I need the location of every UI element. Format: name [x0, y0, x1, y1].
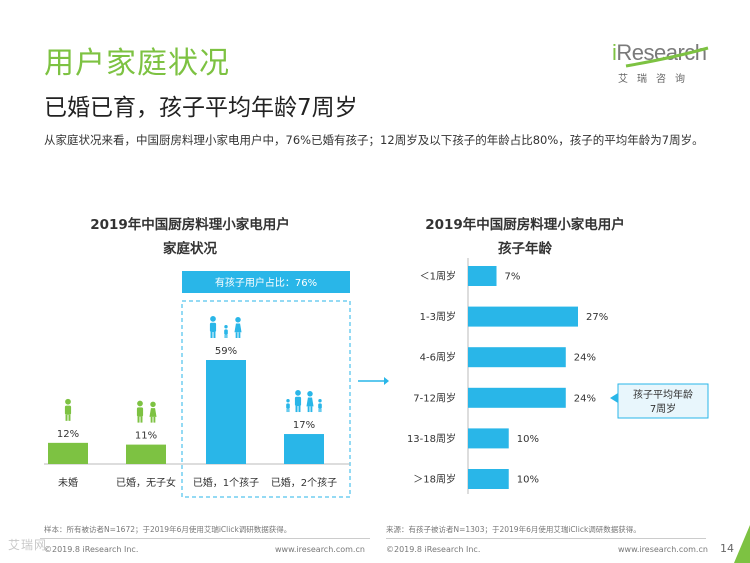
footer-url-left[interactable]: www.iresearch.com.cn [275, 545, 365, 554]
family-one-child-icon [209, 316, 242, 338]
right-arrow-icon [358, 377, 389, 385]
age-bar-1 [468, 266, 497, 286]
bar-4 [284, 434, 324, 464]
iresearch-logo: iResearch 艾瑞咨询 [612, 40, 712, 86]
category-label-2: 已婚，无子女 [116, 476, 176, 489]
footer-copyright-left: ©2019.8 iResearch Inc. [44, 545, 139, 554]
bar-value-label-1: 12% [57, 429, 79, 440]
age-category-label-3: 4-6周岁 [420, 351, 456, 364]
average-age-callout-box [617, 383, 709, 419]
family-two-children-icon [286, 390, 322, 413]
left-chart-title: 2019年中国厨房料理小家电用户 [90, 217, 290, 233]
left-chart-subtitle: 家庭状况 [163, 241, 217, 257]
logo-swoosh-icon [625, 46, 709, 68]
category-label-3: 已婚，1个孩子 [193, 476, 259, 489]
age-category-label-1: ＜1周岁 [420, 270, 456, 283]
age-bar-4 [468, 387, 566, 408]
age-bar-3 [468, 347, 566, 368]
bar-value-label-4: 17% [293, 420, 315, 431]
with-children-highlight-band [182, 271, 350, 293]
couple-icon [136, 400, 157, 423]
age-category-label-4: 7-12周岁 [413, 391, 456, 404]
age-bar-6 [468, 469, 509, 489]
page-number: 14 [720, 542, 734, 555]
average-age-callout-line2: 7周岁 [650, 402, 676, 415]
logo-chinese-name: 艾瑞咨询 [618, 74, 694, 85]
page-subtitle: 已婚已育，孩子平均年龄7周岁 [44, 95, 358, 121]
footer-divider-right [386, 538, 706, 539]
category-label-4: 已婚，2个孩子 [271, 476, 337, 489]
bar-3 [206, 360, 246, 464]
corner-accent [734, 525, 750, 563]
with-children-dashed-frame [181, 300, 351, 498]
age-value-label-2: 27% [586, 312, 608, 323]
right-footnote: 来源：有孩子被访者N=1303；于2019年6月使用艾瑞iClick调研数据获得… [386, 525, 641, 534]
category-label-1: 未婚 [58, 476, 78, 489]
single-person-icon [64, 398, 72, 421]
age-value-label-4: 24% [574, 393, 596, 404]
footer-divider-left [40, 538, 370, 539]
watermark: 艾瑞网 [8, 538, 48, 552]
child-age-chart: ＜1周岁 7% 1-3周岁 27% 4-6周岁 24% 7-12周岁 24% 13-18周岁 10… [407, 258, 709, 494]
age-bar-5 [468, 428, 509, 449]
logo-wordmark: iResearch [612, 40, 707, 65]
page-title: 用户家庭状况 [44, 46, 230, 81]
left-footnote: 样本：所有被访者N=1672；于2019年6月使用艾瑞iClick调研数据获得。 [44, 525, 292, 534]
age-category-label-6: ＞18周岁 [413, 473, 456, 486]
age-value-label-5: 10% [517, 434, 539, 445]
age-value-label-1: 7% [505, 272, 521, 283]
right-chart-subtitle: 孩子年龄 [498, 241, 552, 257]
intro-paragraph: 从家庭状况来看，中国厨房料理小家电用户中，76%已婚有孩子；12周岁及以下孩子的… [44, 133, 704, 147]
bar-2 [126, 444, 166, 464]
footer-copyright-right: ©2019.8 iResearch Inc. [386, 545, 481, 554]
average-age-callout-line1: 孩子平均年龄 [633, 388, 693, 401]
age-category-label-5: 13-18周岁 [407, 432, 456, 445]
bar-value-label-2: 11% [135, 431, 157, 442]
age-value-label-3: 24% [574, 353, 596, 364]
with-children-highlight-label: 有孩子用户占比：76% [215, 276, 317, 289]
average-age-callout: 孩子平均年龄 7周岁 [610, 383, 709, 419]
family-status-chart: 有孩子用户占比：76% 12% 未婚 11% 已婚，无子女 59% 已婚，1个孩子 17% 已… [44, 271, 351, 498]
age-value-label-6: 10% [517, 475, 539, 486]
bar-1 [48, 442, 88, 464]
age-category-label-2: 1-3周岁 [420, 310, 456, 323]
age-bar-2 [468, 306, 578, 327]
right-chart-title: 2019年中国厨房料理小家电用户 [425, 217, 625, 233]
footer-url-right[interactable]: www.iresearch.com.cn [618, 545, 708, 554]
bar-value-label-3: 59% [215, 346, 237, 357]
